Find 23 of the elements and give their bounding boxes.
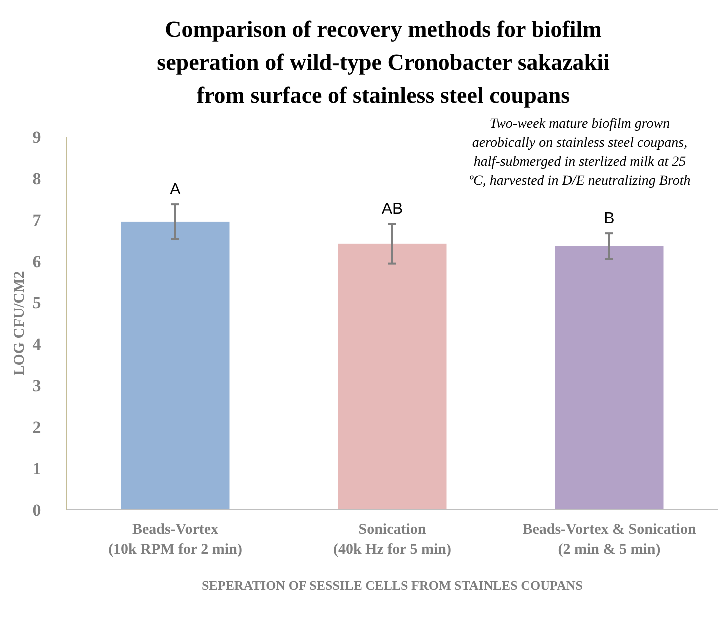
annotation: A — [170, 182, 182, 199]
y-axis-title: LOG CFU/CM2 — [12, 271, 28, 376]
annotation: Two-week mature biofilm grown aerobically on stainless steel coupans, half-submerged in sterlized milk at 25 ºC, harvested in D/E neutralizing Broth — [469, 117, 691, 189]
y-tick-label: 6 — [32, 252, 42, 272]
bar — [338, 244, 447, 510]
y-tick-label: 4 — [32, 335, 42, 354]
y-tick-label: 9 — [32, 128, 42, 147]
y-tick-label: 0 — [32, 500, 42, 520]
bar — [555, 246, 664, 510]
y-tick-label: 5 — [32, 294, 42, 313]
bar — [121, 222, 230, 510]
x-tick-label: Sonication (40k Hz for 5 min) — [333, 522, 452, 558]
y-tick-label: 1 — [32, 460, 42, 479]
y-tick-label: 7 — [32, 210, 42, 230]
y-tick-label: 2 — [32, 418, 42, 438]
x-axis-title: SEPERATION OF SESSILE CELLS FROM STAINLES COUPANS — [202, 578, 583, 593]
y-tick-label: 8 — [32, 169, 42, 188]
chart-title: Comparison of recovery methods for biofilm seperation of wild-type Cronobacter sakazakii from surface of stainless steel coupans — [157, 17, 610, 108]
y-tick-label: 3 — [32, 376, 42, 396]
annotation: AB — [382, 201, 404, 218]
x-tick-label: Beads-Vortex & Sonication (2 min & 5 min) — [522, 522, 697, 558]
x-tick-label: Beads-Vortex (10k RPM for 2 min) — [108, 522, 242, 558]
annotation: B — [604, 210, 615, 228]
